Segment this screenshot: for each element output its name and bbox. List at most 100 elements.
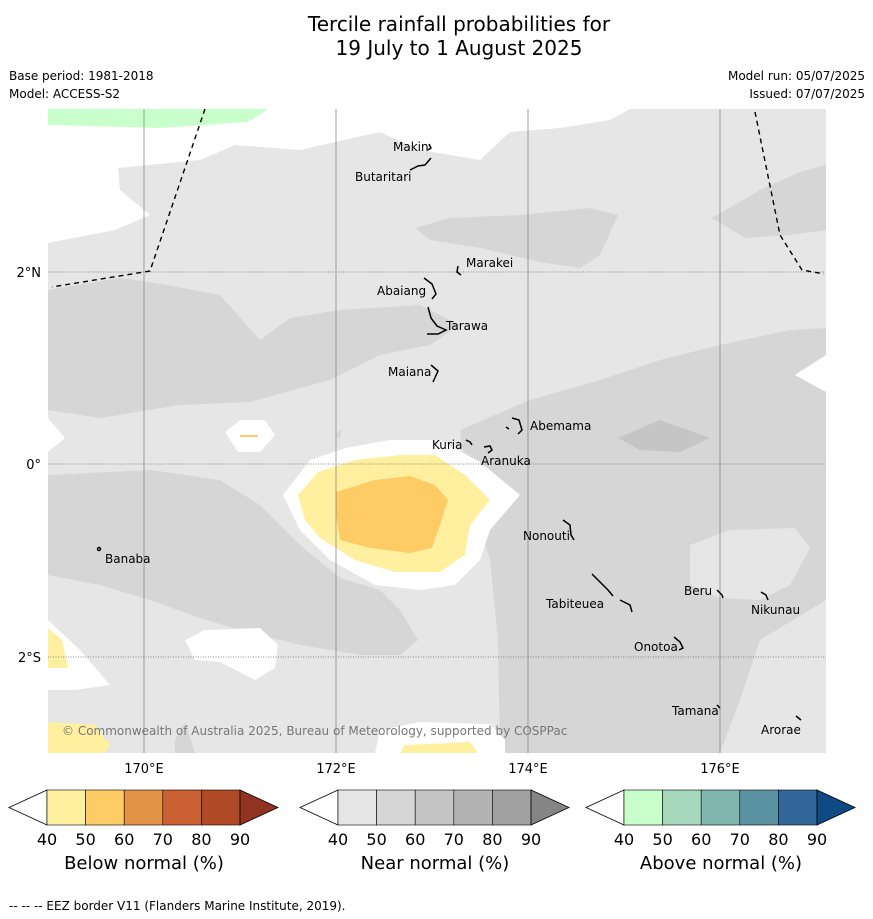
colorbar-near-tick-50: 50: [366, 830, 386, 849]
parallels: [48, 271, 826, 658]
island-maiana: [430, 364, 439, 383]
probability-field: [48, 109, 826, 753]
colorbar-above-tick-60: 60: [691, 830, 711, 849]
label-kuria: Kuria: [432, 438, 463, 452]
colorbar-above-tick-40: 40: [614, 830, 634, 849]
eez-footnote: -- -- -- EEZ border V11 (Flanders Marine…: [9, 899, 346, 913]
colorbar-near-tick-80: 80: [482, 830, 502, 849]
title-line-2: 19 July to 1 August 2025: [335, 36, 583, 60]
island-tabiteuea: [591, 573, 633, 613]
eez-border-east: [754, 111, 825, 275]
label-nikunau: Nikunau: [751, 603, 800, 617]
island-abaiang: [423, 277, 437, 300]
colorbar-near-segment-3: [453, 789, 493, 826]
label-banaba: Banaba: [105, 552, 151, 566]
colorbar-near-segment-0: [337, 789, 377, 826]
island-nonouti: [562, 519, 575, 541]
lat-label-0: 0°: [26, 458, 41, 473]
colorbar-below-tick-90: 90: [230, 830, 250, 849]
colorbar-below-under-triangle: [8, 789, 48, 826]
near-normal-50-area-east: [460, 328, 826, 753]
island-onotoa: [673, 636, 685, 651]
colorbar-below-segment-0: [46, 789, 86, 826]
near-normal-50-area-sw: [48, 470, 418, 655]
colorbar-above-segment-1: [662, 789, 702, 826]
copyright-notice: © Commonwealth of Australia 2025, Bureau…: [62, 724, 568, 738]
island-abemama: [511, 417, 523, 435]
label-maiana: Maiana: [388, 365, 431, 379]
label-aranuka: Aranuka: [481, 454, 531, 468]
colorbar-above-tick-50: 50: [652, 830, 672, 849]
lat-label-2n: 2°N: [17, 266, 42, 281]
near-normal-60-patch: [618, 420, 710, 452]
near-normal-50-area-ne: [712, 165, 826, 238]
islands: [96, 143, 802, 721]
colorbar-near-tick-90: 90: [521, 830, 541, 849]
below-normal-50-area: [336, 476, 448, 553]
lon-label-172e: 172°E: [316, 762, 356, 777]
island-marakei: [456, 265, 462, 276]
colorbar-near-under-triangle: [299, 789, 339, 826]
label-marakei: Marakei: [466, 256, 513, 270]
white-patch-east: [795, 355, 826, 392]
lon-label-170e: 170°E: [124, 762, 164, 777]
colorbar-near-label: Near normal (%): [360, 853, 510, 874]
island-arorae: [795, 715, 802, 721]
colorbar-near-tick-70: 70: [444, 830, 464, 849]
island-butaritari: [409, 157, 432, 171]
colorbar-near-segment-4: [492, 789, 532, 826]
label-butaritari: Butaritari: [355, 170, 412, 184]
colorbar-below-segment-4: [201, 789, 241, 826]
island-abemama-islet: [505, 426, 510, 430]
colorbar-below-over-triangle: [239, 789, 279, 826]
colorbar-above-segment-0: [623, 789, 663, 826]
colorbar-near-tick-40: 40: [328, 830, 348, 849]
base-period: Base period: 1981-2018: [9, 69, 154, 83]
white-patch-sw: [48, 620, 110, 690]
below-normal-area-bottom: [400, 742, 478, 753]
label-onotoa: Onotoa: [634, 640, 678, 654]
colorbar-below-tick-80: 80: [191, 830, 211, 849]
colorbar-above-tick-90: 90: [807, 830, 827, 849]
below-normal-area-sw-bottom: [48, 722, 110, 753]
lon-label-174e: 174°E: [508, 762, 548, 777]
near-normal-50-area-west: [48, 278, 460, 418]
below-normal-area-sw: [48, 628, 68, 668]
eez-border: [51, 108, 825, 288]
colorbar-above-segment-3: [739, 789, 779, 826]
map-title: Tercile rainfall probabilities for 19 Ju…: [0, 12, 873, 60]
colorbar-above-segment-2: [700, 789, 741, 826]
model-run: Model run: 05/07/2025: [727, 69, 865, 83]
island-kuria: [465, 439, 473, 446]
near-normal-50-area-north: [415, 208, 618, 268]
colorbar-below-tick-50: 50: [75, 830, 95, 849]
island-aranuka: [483, 445, 493, 454]
lat-label-2s: 2°S: [18, 651, 41, 666]
place-labels: Makin Butaritari Marakei Abaiang Tarawa …: [105, 140, 801, 737]
lon-axis-labels: 170°E 172°E 174°E 176°E: [124, 762, 740, 777]
white-patch-west: [48, 418, 65, 452]
colorbar-below-tick-70: 70: [153, 830, 173, 849]
island-makin: [427, 143, 432, 151]
island-beru: [716, 589, 724, 599]
colorbar-above-under-triangle: [585, 789, 625, 826]
label-makin: Makin: [393, 140, 429, 154]
colorbar-above-tick-70: 70: [730, 830, 750, 849]
colorbar-above-segment-4: [778, 789, 818, 826]
colorbar-near-segment-1: [376, 789, 416, 826]
label-tamana: Tamana: [671, 704, 719, 718]
white-area-north: [48, 109, 630, 243]
colorbar-near-tick-60: 60: [405, 830, 425, 849]
graticule: [143, 109, 721, 753]
lat-axis-labels: 2°N 0° 2°S: [17, 266, 42, 666]
label-tarawa: Tarawa: [445, 319, 488, 333]
colorbar-below-label: Below normal (%): [64, 853, 224, 874]
meta-right: Model run: 05/07/2025 Issued: 07/07/2025: [728, 67, 865, 103]
colorbar-below-segment-3: [162, 789, 202, 826]
label-beru: Beru: [684, 584, 712, 598]
colorbar-near-segment-2: [414, 789, 455, 826]
island-tamana: [716, 704, 721, 709]
label-arorae: Arorae: [761, 723, 801, 737]
island-nikunau: [760, 591, 769, 601]
